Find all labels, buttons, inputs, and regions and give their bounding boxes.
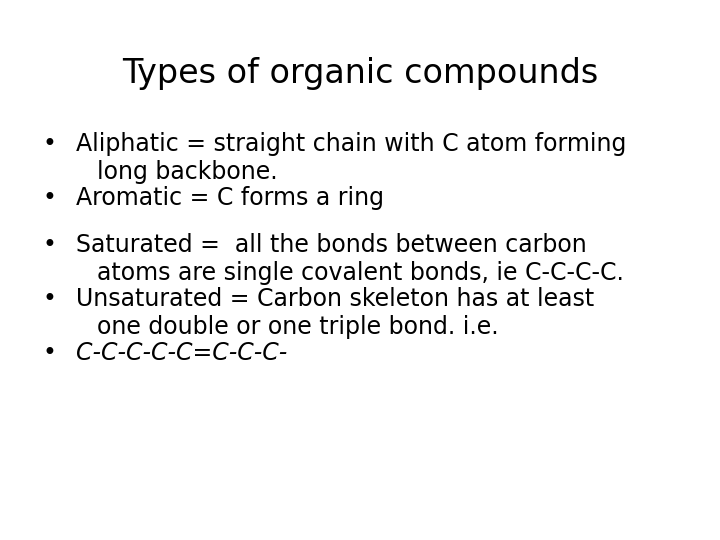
Text: Aromatic = C forms a ring: Aromatic = C forms a ring — [76, 186, 384, 210]
Text: C-C-C-C-C=C-C-C-: C-C-C-C-C=C-C-C- — [76, 341, 287, 365]
Text: •: • — [42, 186, 56, 210]
Text: Saturated =  all the bonds between carbon: Saturated = all the bonds between carbon — [76, 233, 586, 257]
Text: •: • — [42, 287, 56, 311]
Text: atoms are single covalent bonds, ie C-C-C-C.: atoms are single covalent bonds, ie C-C-… — [97, 261, 624, 285]
Text: •: • — [42, 341, 56, 365]
Text: one double or one triple bond. i.e.: one double or one triple bond. i.e. — [97, 315, 499, 339]
Text: long backbone.: long backbone. — [97, 160, 278, 184]
Text: •: • — [42, 233, 56, 257]
Text: Aliphatic = straight chain with C atom forming: Aliphatic = straight chain with C atom f… — [76, 132, 626, 156]
Text: Types of organic compounds: Types of organic compounds — [122, 57, 598, 90]
Text: •: • — [42, 132, 56, 156]
Text: Unsaturated = Carbon skeleton has at least: Unsaturated = Carbon skeleton has at lea… — [76, 287, 594, 311]
